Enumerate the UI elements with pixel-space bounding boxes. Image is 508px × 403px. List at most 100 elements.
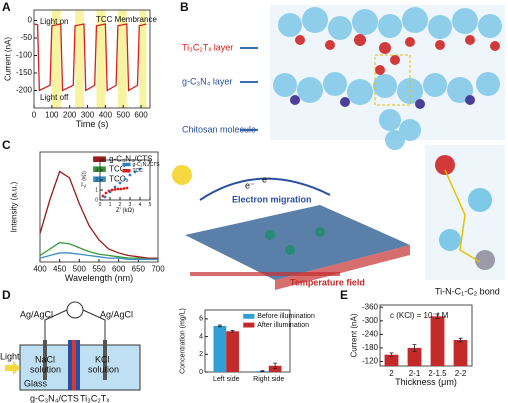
x-tick-label: 600: [134, 110, 148, 119]
panel-label: E: [340, 288, 348, 302]
y-axis-label: Current (nA): [350, 313, 359, 357]
point: [123, 177, 127, 181]
electrode-label: Ag/AgCl: [20, 309, 53, 319]
x-axis-label: Z' (kΩ): [116, 208, 134, 214]
layer-label: g-C₃N₄ layer: [182, 76, 232, 86]
error-bar: [435, 313, 440, 319]
y-tick-label: 4: [199, 333, 203, 340]
y-tick-label: 6: [199, 316, 203, 323]
y-axis-label: -Z'' (kΩ): [81, 171, 87, 189]
legend-label: g-C₃N₄/CTS: [109, 154, 152, 163]
annotation: Light off: [40, 93, 69, 102]
y-tick-label: 2: [95, 177, 98, 183]
point: [113, 188, 117, 191]
y-axis-label: Intensity (a.u.): [10, 181, 19, 232]
electron-label: e⁻: [245, 180, 255, 190]
point: [122, 187, 126, 190]
annotation: c (KCl) = 10⁻² M: [390, 311, 449, 320]
migration-label: Electron migration: [232, 194, 312, 204]
light-band: [75, 10, 84, 108]
membrane-label: g-C₃N₄/CTS: [30, 393, 79, 403]
y-tick-label: -300: [362, 316, 379, 325]
light-label: Light: [0, 351, 20, 361]
x-tick-label: 2: [119, 202, 122, 208]
x-tick-label: 1: [109, 202, 112, 208]
legend-label: After illumination: [257, 322, 309, 329]
point: [128, 173, 132, 177]
bar: [226, 331, 239, 372]
bond-label: Ti-N-C₁-C₂ bond: [435, 286, 500, 296]
y-tick-label: -120: [362, 357, 379, 366]
x-tick-label: 200: [63, 110, 77, 119]
light-band: [139, 10, 147, 108]
legend-swatch: [243, 322, 255, 328]
x-axis-label: Thickness (μm): [395, 377, 457, 387]
bar: [430, 316, 445, 366]
y-tick-label: 0: [199, 369, 203, 376]
light-band: [51, 10, 61, 108]
solution-label: NaCl: [35, 354, 55, 364]
structure-illustration: Ti₃C₂Tₓ layer g-C₃N₄ layer Chitosan mole…: [182, 5, 505, 150]
x-tick-label: 500: [73, 264, 87, 273]
legend-label: TCC₁: [109, 164, 128, 173]
light-band: [117, 10, 127, 108]
x-axis-label: Wavelength (nm): [65, 273, 133, 283]
x-tick-label: 400: [33, 264, 47, 273]
x-tick-label: 3: [129, 202, 132, 208]
error-bar: [458, 337, 463, 343]
molecule-label: Chitosan molecule: [182, 124, 256, 134]
x-tick-label: 300: [81, 110, 95, 119]
error-bar: [273, 362, 278, 369]
panel-label: D: [2, 288, 11, 302]
y-tick-label: -100: [16, 51, 33, 60]
y-tick-label: -150: [16, 68, 33, 77]
legend-label: g-C₃N₄/CTS: [133, 162, 161, 168]
legend-swatch: [122, 162, 131, 167]
bar: [268, 365, 282, 372]
x-tick-label: 650: [132, 264, 146, 273]
y-tick-label: 3: [95, 167, 98, 173]
annotation: TCC Membrance: [96, 15, 157, 24]
y-tick-label: -180: [362, 343, 379, 352]
line: [39, 252, 158, 261]
error-bar: [230, 329, 235, 333]
x-tick-label: Left side: [213, 376, 240, 383]
x-tick-label: 500: [117, 110, 131, 119]
line: [39, 170, 158, 259]
layer-label: Ti₃C₂Tₓ layer: [182, 42, 233, 52]
legend-label: Before illumination: [257, 313, 315, 320]
point: [107, 189, 111, 193]
x-tick-label: 2-2: [455, 369, 467, 378]
y-tick-label: 2: [199, 351, 203, 358]
x-tick-label: 700: [151, 264, 165, 273]
bar: [213, 325, 227, 372]
point: [101, 194, 105, 198]
point: [118, 181, 122, 185]
x-tick-label: 2: [389, 369, 394, 378]
solution-label: KCl: [95, 354, 110, 364]
legend-label: TCC: [133, 168, 144, 174]
legend-swatch: [93, 176, 106, 182]
point: [119, 187, 123, 191]
y-tick-label: -50: [20, 33, 32, 42]
x-tick-label: 400: [99, 110, 113, 119]
x-tick-label: 0: [32, 110, 37, 119]
panel-label: B: [180, 0, 189, 14]
x-tick-label: 100: [45, 110, 59, 119]
solution-label: solution: [30, 364, 61, 374]
point: [138, 167, 142, 171]
y-tick-label: 0: [95, 197, 98, 203]
y-axis-label: Current (nA): [4, 37, 13, 81]
x-tick-label: 2-1.5: [428, 369, 447, 378]
x-tick-label: 2-1: [409, 369, 421, 378]
error-bar: [389, 352, 394, 357]
plot-frame: [204, 309, 291, 373]
y-tick-label: -360: [362, 302, 379, 311]
x-tick-label: 450: [53, 264, 67, 273]
solution-label: solution: [88, 364, 119, 374]
bar: [453, 340, 468, 366]
migration-illustration: e⁻ e⁻ Electron migration Temperature fie…: [172, 145, 505, 296]
point: [104, 191, 108, 195]
legend-swatch: [243, 313, 255, 319]
